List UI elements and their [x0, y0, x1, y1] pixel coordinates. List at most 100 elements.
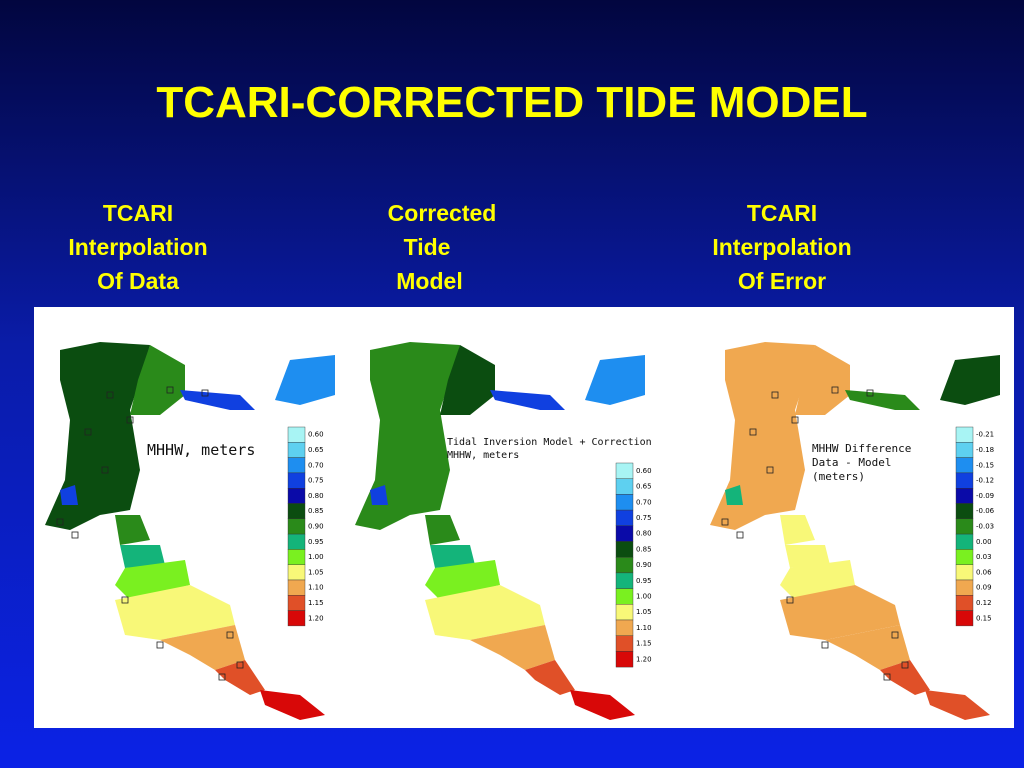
station-marker: [766, 466, 774, 474]
map-region: [725, 485, 743, 505]
map-region: [120, 545, 165, 568]
station-marker: [866, 389, 874, 397]
legend-swatch: [615, 462, 634, 479]
legend-swatch: [615, 651, 634, 668]
map-region: [425, 560, 500, 600]
map: [355, 342, 645, 720]
legend-label: 0.75: [308, 477, 324, 485]
legend-label: 1.15: [636, 640, 652, 648]
map-annotation: Data - Model: [812, 456, 891, 469]
column-label: Corrected Tide Model: [332, 196, 552, 298]
station-marker: [121, 596, 129, 604]
legend-label: 1.20: [636, 655, 652, 663]
legend-swatch: [287, 488, 306, 504]
map-region: [160, 625, 245, 670]
map-region: [355, 342, 460, 530]
legend-label: -0.06: [976, 507, 995, 515]
station-marker: [166, 386, 174, 394]
map-region: [115, 585, 235, 640]
map-region: [490, 390, 565, 410]
label-line: Of Data: [97, 268, 179, 294]
legend-swatch: [615, 494, 634, 511]
station-marker: [786, 596, 794, 604]
legend-swatch: [615, 525, 634, 542]
map-region: [60, 485, 78, 505]
legend-label: 0.95: [308, 538, 324, 546]
legend-swatch: [955, 518, 974, 535]
station-marker: [831, 386, 839, 394]
legend-swatch: [955, 533, 974, 550]
map-region: [180, 390, 255, 410]
label-line: TCARI: [746, 200, 818, 226]
station-marker: [736, 531, 744, 539]
legend-label: 0.70: [308, 461, 324, 469]
station-marker: [901, 661, 909, 669]
legend-swatch: [615, 635, 634, 652]
legend-swatch: [287, 610, 306, 627]
legend-swatch: [955, 426, 974, 443]
legend-swatch: [287, 472, 306, 489]
map-region: [780, 560, 855, 600]
legend-label: 0.60: [636, 467, 652, 475]
map-region: [260, 690, 325, 720]
legend-swatch: [955, 579, 974, 596]
legend-label: -0.15: [976, 461, 994, 469]
map-region: [45, 342, 150, 530]
legend-label: -0.21: [976, 431, 994, 439]
map-region: [275, 355, 335, 405]
legend-label: -0.12: [976, 477, 994, 485]
column-label: TCARI Interpolation Of Error: [672, 196, 892, 298]
legend-swatch: [287, 595, 306, 611]
map-region: [795, 345, 850, 415]
legend-label: 0.03: [976, 553, 992, 561]
station-marker: [71, 531, 79, 539]
legend-label: -0.18: [976, 446, 994, 454]
station-marker: [821, 641, 829, 649]
map-region: [440, 345, 495, 415]
legend-label: 1.10: [308, 584, 324, 592]
legend-swatch: [287, 426, 306, 443]
station-marker: [749, 428, 757, 436]
legend-swatch: [287, 549, 306, 565]
legend-swatch: [615, 509, 634, 527]
legend-swatch: [955, 549, 974, 565]
map-annotation: (meters): [812, 470, 865, 483]
map-region: [525, 660, 575, 695]
label-line: TCARI: [102, 200, 174, 226]
map: [45, 342, 335, 720]
legend-label: 0.15: [976, 614, 992, 622]
legend-label: 0.60: [308, 431, 324, 439]
station-marker: [101, 466, 109, 474]
legend-label: -0.09: [976, 492, 994, 500]
legend-label: 1.20: [308, 614, 324, 622]
station-marker: [126, 416, 134, 424]
label-line: Of Error: [737, 268, 827, 294]
legend-label: 0.12: [976, 599, 992, 607]
map-region: [780, 585, 900, 640]
map-region: [845, 390, 920, 410]
label-line: Interpolation: [68, 234, 208, 260]
legend-label: 0.65: [308, 446, 324, 454]
label-line: Model: [396, 268, 463, 294]
legend-swatch: [955, 488, 974, 504]
map-region: [470, 625, 555, 670]
label-line: Tide: [403, 234, 451, 260]
legend-swatch: [955, 503, 974, 520]
legend-swatch: [955, 610, 974, 627]
legend-label: 1.15: [308, 599, 324, 607]
map-region: [780, 515, 815, 545]
map-annotation: Tidal Inversion Model + Correction: [447, 437, 652, 448]
map-annotation: MHHW, meters: [447, 450, 519, 461]
station-marker: [236, 661, 244, 669]
legend-swatch: [287, 503, 306, 520]
label-line: Interpolation: [712, 234, 852, 260]
map-region: [130, 345, 185, 415]
station-marker: [791, 416, 799, 424]
map-annotation: MHHW Difference: [812, 442, 911, 455]
legend-label: 0.85: [308, 507, 324, 515]
legend-label: 0.65: [636, 483, 652, 491]
legend-label: 0.95: [636, 577, 652, 585]
legend-swatch: [955, 472, 974, 489]
legend-swatch: [615, 572, 634, 589]
legend-label: 0.06: [976, 568, 992, 576]
